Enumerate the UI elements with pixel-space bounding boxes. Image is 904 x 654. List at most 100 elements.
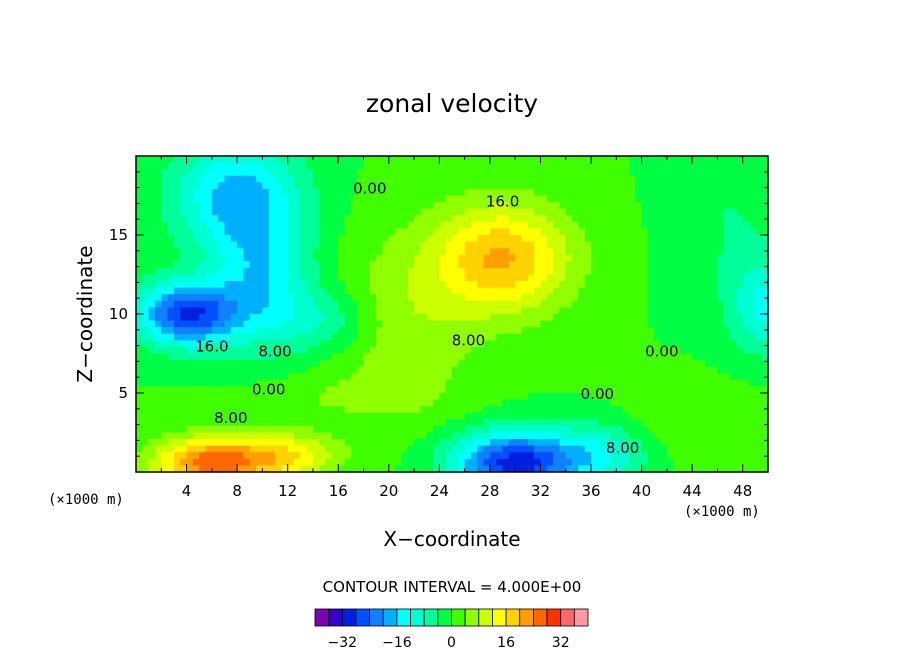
field-cell — [180, 320, 188, 328]
field-cell — [742, 188, 750, 197]
field-cell — [565, 327, 573, 335]
field-cell — [527, 274, 535, 282]
field-cell — [338, 261, 346, 269]
field-cell — [483, 399, 491, 407]
field-cell — [148, 228, 156, 236]
field-cell — [287, 267, 295, 276]
field-cell — [433, 386, 440, 394]
field-cell — [173, 439, 181, 447]
field-cell — [711, 340, 719, 348]
field-cell — [167, 307, 175, 315]
field-cell — [306, 333, 314, 341]
field-cell — [723, 452, 731, 460]
field-cell — [704, 281, 712, 289]
field-cell — [635, 182, 643, 190]
field-cell — [388, 208, 396, 216]
field-cell — [319, 294, 327, 302]
field-cell — [382, 235, 390, 243]
field-cell — [350, 412, 358, 420]
field-cell — [148, 215, 156, 223]
field-cell — [376, 353, 384, 361]
field-cell — [407, 353, 415, 361]
field-cell — [761, 314, 768, 322]
field-cell — [597, 412, 605, 420]
field-cell — [312, 254, 320, 262]
field-cell — [287, 162, 295, 170]
field-cell — [730, 432, 737, 440]
field-cell — [414, 267, 421, 276]
field-cell — [407, 175, 415, 183]
field-cell — [546, 254, 554, 262]
field-cell — [395, 379, 403, 388]
field-cell — [508, 261, 516, 269]
field-cell — [211, 366, 219, 374]
field-cell — [268, 412, 276, 420]
field-cell — [635, 267, 643, 276]
field-cell — [325, 458, 333, 467]
field-cell — [262, 188, 270, 197]
field-cell — [294, 314, 301, 322]
field-cell — [388, 281, 396, 289]
field-cell — [489, 346, 497, 355]
field-cell — [527, 287, 535, 295]
field-cell — [755, 162, 763, 170]
field-cell — [256, 307, 263, 315]
field-cell — [319, 300, 327, 309]
field-cell — [578, 228, 586, 236]
field-cell — [237, 314, 245, 322]
field-cell — [502, 340, 510, 348]
field-cell — [294, 406, 301, 414]
field-cell — [224, 314, 232, 322]
field-cell — [559, 340, 567, 348]
field-cell — [736, 175, 744, 183]
field-cell — [515, 445, 523, 453]
field-cell — [154, 235, 162, 243]
field-cell — [673, 267, 681, 276]
field-cell — [357, 202, 365, 210]
field-cell — [268, 162, 276, 170]
field-cell — [489, 241, 497, 249]
field-cell — [635, 406, 643, 414]
field-cell — [426, 419, 434, 427]
field-cell — [654, 202, 662, 210]
field-cell — [426, 228, 434, 236]
field-cell — [610, 156, 617, 164]
field-cell — [275, 281, 282, 289]
field-cell — [439, 333, 447, 341]
field-cell — [749, 156, 756, 164]
field-cell — [167, 182, 175, 190]
field-cell — [154, 412, 162, 420]
field-cell — [173, 340, 181, 348]
field-cell — [382, 156, 390, 164]
field-cell — [211, 373, 219, 381]
field-cell — [338, 300, 346, 309]
field-cell — [243, 458, 251, 467]
field-cell — [388, 162, 396, 170]
field-cell — [660, 360, 668, 368]
field-cell — [192, 307, 200, 315]
field-cell — [660, 188, 668, 197]
field-cell — [610, 235, 617, 243]
field-cell — [603, 267, 611, 276]
field-cell — [622, 208, 630, 216]
field-cell — [597, 300, 605, 309]
field-cell — [230, 254, 238, 262]
field-cell — [742, 241, 750, 249]
field-cell — [572, 169, 579, 177]
field-cell — [249, 327, 257, 335]
field-cell — [603, 406, 611, 414]
field-cell — [350, 314, 358, 322]
field-cell — [230, 333, 238, 341]
field-cell — [527, 241, 535, 249]
field-cell — [578, 215, 586, 223]
field-cell — [723, 406, 731, 414]
field-cell — [641, 314, 649, 322]
field-cell — [730, 465, 737, 472]
x-tick-label: 16 — [329, 482, 348, 500]
field-cell — [325, 333, 333, 341]
field-cell — [420, 294, 428, 302]
field-cell — [546, 458, 554, 467]
field-cell — [666, 287, 674, 295]
field-cell — [344, 327, 352, 335]
field-cell — [692, 445, 700, 453]
